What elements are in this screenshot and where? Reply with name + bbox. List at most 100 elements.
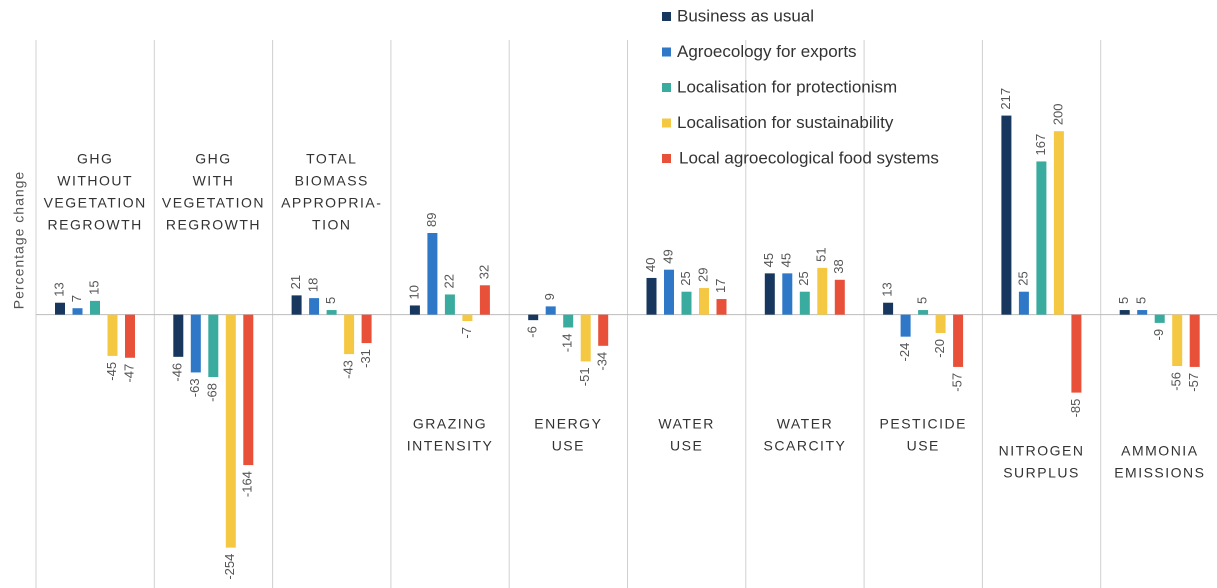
bar <box>799 291 810 315</box>
bar <box>107 314 118 356</box>
value-label: -34 <box>595 352 610 371</box>
value-label: 45 <box>761 253 776 267</box>
bar <box>361 314 372 344</box>
bar <box>309 298 320 315</box>
value-label: -57 <box>950 373 965 392</box>
value-label: 17 <box>713 279 728 293</box>
bar <box>782 273 793 315</box>
value-label: -47 <box>121 364 136 383</box>
category-label: REGROWTH <box>166 217 261 233</box>
value-label: 21 <box>288 275 303 289</box>
value-label: -68 <box>205 383 220 402</box>
bar <box>90 300 100 315</box>
bar <box>1189 314 1200 367</box>
value-label: 217 <box>998 88 1013 110</box>
value-label: -57 <box>1186 373 1201 392</box>
bar <box>598 314 609 346</box>
bar <box>953 314 964 367</box>
value-label: -14 <box>560 333 575 352</box>
bar <box>1137 310 1148 315</box>
bar <box>190 314 201 373</box>
value-label: 25 <box>796 271 811 285</box>
value-label: 29 <box>695 268 710 282</box>
category-label: VEGETATION <box>162 195 265 211</box>
value-label: -45 <box>104 362 119 381</box>
value-label: 5 <box>323 297 338 304</box>
value-label: -7 <box>459 327 474 339</box>
category-label: SURPLUS <box>1003 465 1080 481</box>
category-label: GRAZING <box>413 416 487 432</box>
value-label: 10 <box>406 285 421 299</box>
bar <box>291 295 302 315</box>
bar <box>664 269 674 315</box>
value-label: 7 <box>69 295 84 302</box>
category-label: TOTAL <box>306 151 357 167</box>
category-label: PESTICIDE <box>880 416 967 432</box>
bar <box>479 285 490 315</box>
bar <box>409 305 420 315</box>
value-label: 200 <box>1050 103 1065 125</box>
bar <box>55 302 65 315</box>
category-label: VEGETATION <box>44 195 147 211</box>
bar <box>344 314 355 355</box>
legend-swatch <box>662 83 671 92</box>
value-label: -85 <box>1068 399 1083 418</box>
bar <box>681 291 692 315</box>
bar <box>716 299 727 315</box>
value-label: -56 <box>1169 372 1184 391</box>
category-label: EMISSIONS <box>1114 465 1205 481</box>
bar <box>699 288 709 315</box>
category-label: SCARCITY <box>764 438 847 454</box>
value-label: 13 <box>880 282 895 296</box>
bar <box>900 314 911 337</box>
category-label: GHG <box>77 151 113 167</box>
bar <box>1119 310 1130 315</box>
bar <box>1053 131 1064 315</box>
value-label: 25 <box>678 271 693 285</box>
value-label: 49 <box>660 249 675 263</box>
bar <box>1036 161 1047 315</box>
bar <box>1071 314 1082 393</box>
category-label: WITH <box>193 173 235 189</box>
category-label: BIOMASS <box>295 173 369 189</box>
bar <box>545 306 556 315</box>
value-label: 45 <box>779 253 794 267</box>
category-label: GHG <box>195 151 231 167</box>
category-label: USE <box>552 438 585 454</box>
value-label: -51 <box>577 367 592 386</box>
bar <box>1001 115 1012 315</box>
legend-swatch <box>662 154 671 163</box>
category-label: USE <box>670 438 703 454</box>
bar <box>817 267 828 315</box>
bar <box>173 314 184 357</box>
value-label: 22 <box>441 274 456 288</box>
bar <box>208 314 219 378</box>
category-label: WITHOUT <box>57 173 133 189</box>
bar <box>580 314 591 362</box>
value-label: -63 <box>187 378 202 397</box>
value-label: -31 <box>358 349 373 368</box>
bar <box>563 314 574 328</box>
legend-label: Localisation for sustainability <box>677 113 894 132</box>
value-label: -43 <box>341 360 356 379</box>
value-label: -164 <box>240 471 255 497</box>
legend-label: Agroecology for exports <box>677 42 857 61</box>
bar <box>326 310 337 315</box>
y-axis-label: Percentage change <box>11 171 27 309</box>
value-label: -20 <box>932 339 947 358</box>
bar <box>444 294 455 315</box>
value-label: -46 <box>170 363 185 382</box>
category-label: USE <box>907 438 940 454</box>
bar <box>834 279 845 315</box>
value-label: 25 <box>1015 271 1030 285</box>
value-label: 18 <box>306 278 321 292</box>
bar <box>1018 291 1029 315</box>
value-label: 13 <box>51 282 66 296</box>
bar <box>646 277 657 315</box>
value-label: -6 <box>525 326 540 338</box>
value-label: 89 <box>424 213 439 227</box>
category-label: AMMONIA <box>1121 443 1198 459</box>
bar <box>243 314 254 466</box>
value-label: -254 <box>222 554 237 580</box>
